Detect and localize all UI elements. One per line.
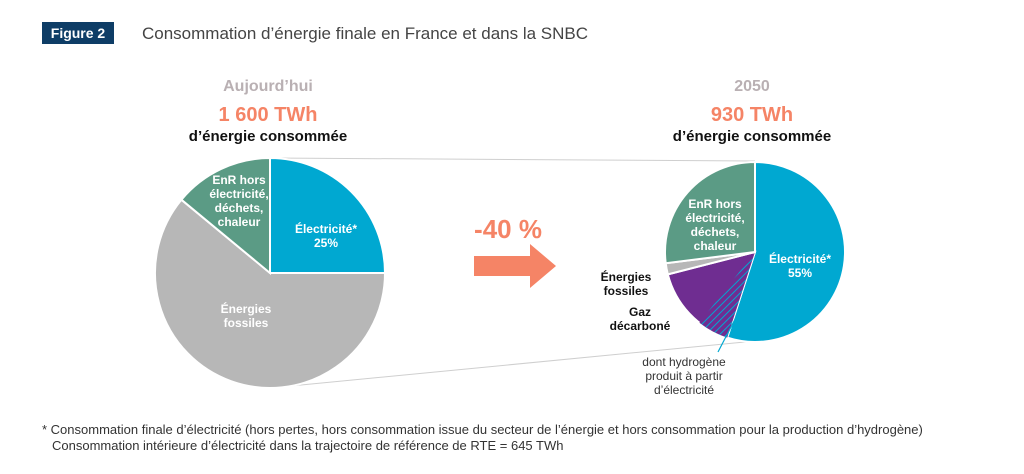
pie-today-slice-0: [269, 156, 387, 274]
hydrogen-annotation-line: [717, 299, 746, 353]
pie-2050: Électricité* 55% Gaz décarboné Énergies fossi…: [601, 160, 846, 397]
pie-2050-slice-3: [664, 160, 756, 265]
pie-2050-label-2: Énergies fossiles: [601, 269, 652, 298]
footnote-line-2: Consommation intérieure d’électricité da…: [52, 438, 564, 453]
pie-today: Électricité* 25% Énergies fossiles EnR hors é…: [154, 156, 387, 389]
pie-today-label-1: Énergies fossiles: [221, 301, 272, 330]
footnote: * Consommation finale d’électricité (hor…: [42, 422, 923, 454]
pie-2050-total: 930 TWh: [711, 104, 793, 126]
pie-today-total: 1 600 TWh: [219, 104, 318, 126]
pie-2050-label-3: EnR hors électricité, déchets, chaleur: [685, 197, 744, 253]
footnote-line-1: * Consommation finale d’électricité (hor…: [42, 422, 923, 437]
pie-today-slice-1: [154, 198, 387, 389]
pie-2050-label-0: Électricité* 55%: [769, 251, 831, 280]
connector-line-top: [269, 157, 756, 162]
hydrogen-annotation: dont hydrogène produit à partir d’électric…: [642, 355, 726, 397]
pie-today-caption: d’énergie consommée: [189, 128, 347, 145]
pie-today-label-2: EnR hors électricité, déchets, chaleur: [209, 173, 268, 229]
figure-title: Consommation d’énergie finale en France …: [142, 24, 589, 43]
pie-today-label-0: Électricité* 25%: [295, 221, 357, 250]
pie-today-slice-2: [179, 156, 271, 276]
connector-line-bottom: [269, 340, 756, 389]
pie-2050-title: 2050: [734, 78, 770, 95]
pie-2050-caption: d’énergie consommée: [673, 128, 831, 145]
reduction-label: -40 %: [474, 214, 542, 244]
right-arrow-icon: [474, 244, 556, 288]
pie-2050-slice-1-hatch: [699, 252, 755, 338]
pie-2050-label-1: Gaz décarboné: [610, 305, 671, 333]
pie-2050-slice-0: [725, 160, 846, 343]
pie-today-title: Aujourd’hui: [223, 78, 313, 95]
figure-label: Figure 2: [42, 22, 114, 44]
